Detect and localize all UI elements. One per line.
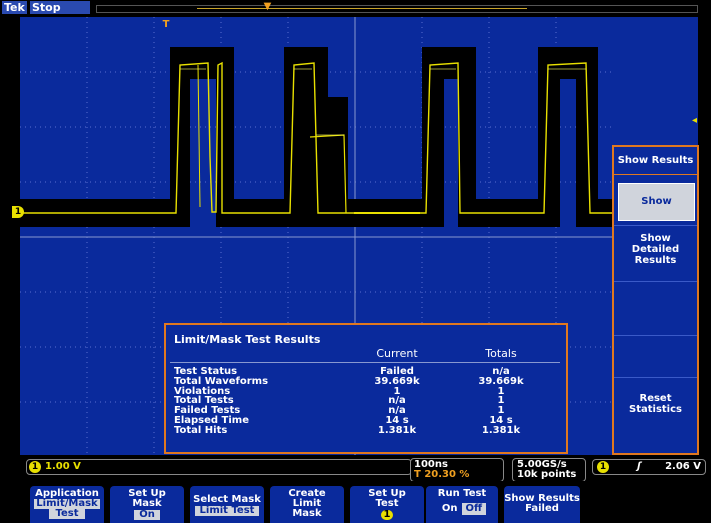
results-title: Limit/Mask Test Results — [174, 333, 321, 346]
run-test-toggle[interactable]: Run Test On Off — [426, 486, 498, 523]
application-limit-mask-test-button[interactable]: Application Limit/Mask Test — [30, 486, 104, 523]
run-test-off[interactable]: Off — [461, 503, 487, 515]
trigger-level: 2.06 V — [665, 461, 701, 472]
brand-logo: Tek — [2, 1, 27, 14]
reset-statistics-button[interactable]: Reset Statistics — [618, 393, 693, 419]
horizontal-scale: 100ns — [414, 459, 448, 470]
trigger-level-arrow-icon: ◂ — [692, 115, 697, 126]
record-view-bar — [96, 5, 698, 13]
bottom-menu: Application Limit/Mask Test Set Up Mask On S… — [0, 481, 711, 523]
side-menu-divider — [614, 225, 697, 226]
create-limit-mask-button[interactable]: Create Limit Mask — [270, 486, 344, 523]
trigger-source-badge: 1 — [597, 461, 609, 473]
side-menu: Show Results Show Results ShowDetailedRe… — [612, 145, 699, 455]
results-row: Test Status Failed n/a — [174, 366, 510, 377]
limit-mask-results-panel: Limit/Mask Test Results Current Totals T… — [164, 323, 568, 454]
acquisition-status: Stop — [30, 1, 90, 14]
results-row: Total Waveforms 39.669k 39.669k — [174, 375, 524, 387]
ch1-ground-marker-icon[interactable]: 1 — [12, 206, 24, 218]
run-test-on[interactable]: On — [441, 503, 458, 514]
select-mask-button[interactable]: Select Mask Limit Test — [190, 486, 264, 523]
trigger-position-icon: T — [414, 469, 421, 480]
trace-fill — [180, 68, 586, 136]
trigger-readout[interactable]: 1 ʃ 2.06 V — [592, 459, 706, 475]
record-length: 10k points — [517, 469, 577, 480]
setup-test-button[interactable]: Set Up Test 1 — [350, 486, 424, 523]
side-menu-divider — [614, 377, 697, 378]
ch1-vertical-scale[interactable]: 1 1.00 V — [26, 459, 412, 475]
acquisition-readout[interactable]: 5.00GS/s 10k points — [512, 458, 586, 482]
show-results-button[interactable]: Show Results — [618, 183, 695, 243]
record-view-segment — [197, 8, 527, 9]
sample-rate: 5.00GS/s — [517, 459, 567, 470]
setup-mask-button[interactable]: Set Up Mask On — [110, 486, 184, 523]
results-divider — [170, 362, 560, 363]
results-row: Failed Tests n/a 1 — [174, 405, 505, 417]
side-menu-divider — [614, 335, 697, 336]
results-col-current: Current — [376, 347, 418, 360]
horizontal-position: T 20.30 % — [414, 469, 470, 480]
results-col-totals: Totals — [485, 347, 517, 360]
trigger-point-icon: T — [162, 19, 170, 30]
show-detailed-results-button[interactable]: Show Detailed Results — [618, 233, 693, 273]
side-menu-title: Show Results — [614, 147, 697, 175]
status-bar: Tek Stop ▼ — [0, 0, 711, 17]
results-row: Elapsed Time 14 s 14 s — [174, 414, 513, 426]
ch1-badge: 1 — [29, 461, 41, 473]
ch1-scale-value: 1.00 V — [45, 461, 81, 472]
rising-edge-icon: ʃ — [637, 461, 642, 472]
results-row: Violations 1 1 — [174, 385, 505, 397]
horizontal-readout[interactable]: 100ns T 20.30 % — [410, 458, 504, 482]
readout-bar: 1 1.00 V 100ns T 20.30 % 5.00GS/s 10k poi… — [0, 455, 711, 482]
trigger-position-marker-icon: ▼ — [263, 1, 272, 12]
results-row: Total Hits 1.381k 1.381k — [174, 424, 521, 436]
results-row: Total Tests n/a 1 — [174, 395, 505, 407]
show-results-failed-button[interactable]: Show Results Failed — [504, 486, 580, 523]
side-menu-divider — [614, 281, 697, 282]
